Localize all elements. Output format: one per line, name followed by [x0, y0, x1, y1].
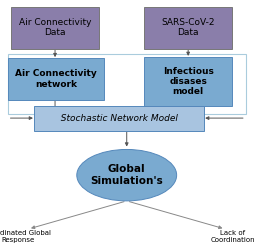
- Text: Lack of
Coordination: Lack of Coordination: [211, 230, 255, 243]
- FancyBboxPatch shape: [34, 106, 204, 131]
- Text: Coordinated Global
Response: Coordinated Global Response: [0, 230, 51, 243]
- FancyBboxPatch shape: [11, 7, 99, 49]
- Text: Air Connectivity
Data: Air Connectivity Data: [19, 18, 91, 37]
- Ellipse shape: [77, 149, 177, 201]
- Text: Stochastic Network Model: Stochastic Network Model: [55, 114, 183, 123]
- FancyBboxPatch shape: [8, 58, 104, 100]
- FancyBboxPatch shape: [144, 57, 232, 106]
- Text: SARS-CoV-2
Data: SARS-CoV-2 Data: [162, 18, 215, 37]
- Text: Global
Simulation's: Global Simulation's: [90, 164, 163, 186]
- FancyBboxPatch shape: [144, 7, 232, 49]
- Text: Infectious
disases
model: Infectious disases model: [163, 67, 214, 96]
- Text: Air Connectivity
network: Air Connectivity network: [15, 69, 97, 89]
